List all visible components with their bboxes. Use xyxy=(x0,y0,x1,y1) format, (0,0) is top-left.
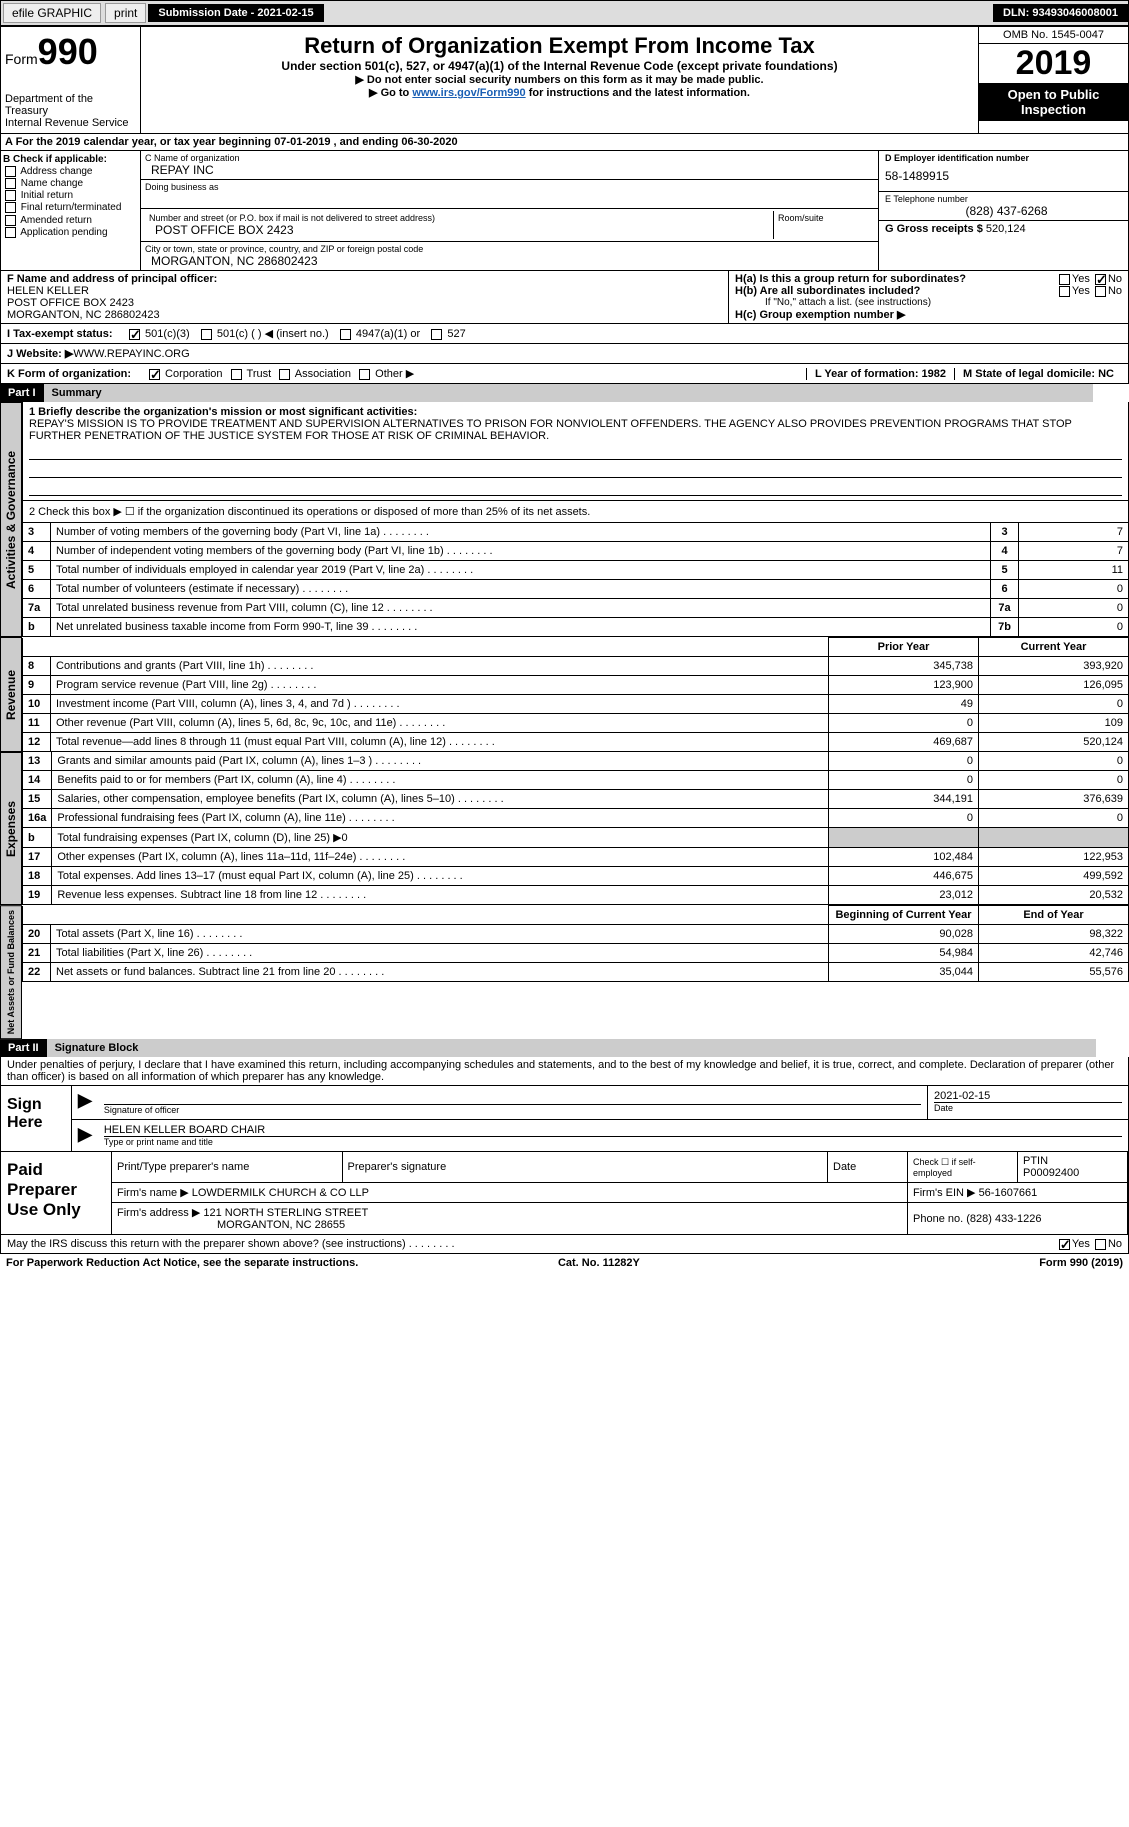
ha-no-checkbox[interactable] xyxy=(1095,274,1106,285)
row-k: K Form of organization: Corporation Trus… xyxy=(0,364,1129,384)
instruction-1: ▶ Do not enter social security numbers o… xyxy=(147,73,972,86)
declaration: Under penalties of perjury, I declare th… xyxy=(0,1057,1129,1086)
row-i: I Tax-exempt status: 501(c)(3) 501(c) ( … xyxy=(0,324,1129,344)
arrow-icon: ▶ xyxy=(72,1120,98,1151)
colb-checkbox[interactable] xyxy=(5,215,16,226)
website: WWW.REPAYINC.ORG xyxy=(73,348,189,360)
tel-label: E Telephone number xyxy=(885,194,1122,204)
form-number: 990 xyxy=(38,31,98,72)
gross-receipts: 520,124 xyxy=(986,223,1026,235)
tax-year: 2019 xyxy=(979,44,1128,83)
org-name: REPAY INC xyxy=(145,163,874,177)
k-checkbox[interactable] xyxy=(279,369,290,380)
officer-label: F Name and address of principal officer: xyxy=(7,273,722,285)
k-checkbox[interactable] xyxy=(231,369,242,380)
firm-name: LOWDERMILK CHURCH & CO LLP xyxy=(192,1187,369,1199)
officer-name: HELEN KELLER xyxy=(7,285,722,297)
entity-block: B Check if applicable: Address change Na… xyxy=(0,151,1129,271)
row-j: J Website: ▶ WWW.REPAYINC.ORG xyxy=(0,344,1129,364)
line-a: A For the 2019 calendar year, or tax yea… xyxy=(0,134,1129,151)
state-domicile: M State of legal domicile: NC xyxy=(954,368,1122,380)
addr-label: Number and street (or P.O. box if mail i… xyxy=(149,213,769,223)
tab-expenses: Expenses xyxy=(0,752,22,905)
hb-no-checkbox[interactable] xyxy=(1095,286,1106,297)
telephone: (828) 437-6268 xyxy=(885,204,1122,218)
firm-ein: 56-1607661 xyxy=(979,1187,1038,1199)
form-header: Form990 Department of the Treasury Inter… xyxy=(0,26,1129,134)
arrow-icon: ▶ xyxy=(72,1086,98,1119)
officer-addr2: MORGANTON, NC 286802423 xyxy=(7,309,722,321)
discuss-no-checkbox[interactable] xyxy=(1095,1239,1106,1250)
discuss-yes-checkbox[interactable] xyxy=(1059,1239,1070,1250)
row-f-h: F Name and address of principal officer:… xyxy=(0,271,1129,324)
part2-header: Part II Signature Block xyxy=(0,1039,1129,1057)
part1-header: Part I Summary xyxy=(0,384,1129,402)
mission-text: REPAY'S MISSION IS TO PROVIDE TREATMENT … xyxy=(29,418,1122,442)
ein-label: D Employer identification number xyxy=(885,153,1122,163)
officer-addr1: POST OFFICE BOX 2423 xyxy=(7,297,722,309)
sign-here-block: Sign Here ▶ Signature of officer 2021-02… xyxy=(0,1086,1129,1152)
omb-number: OMB No. 1545-0047 xyxy=(979,27,1128,44)
city: MORGANTON, NC 286802423 xyxy=(145,254,874,268)
ha-yes-checkbox[interactable] xyxy=(1059,274,1070,285)
i-checkbox[interactable] xyxy=(201,329,212,340)
addr: POST OFFICE BOX 2423 xyxy=(149,223,769,237)
form-word: Form xyxy=(5,51,38,67)
top-toolbar: efile GRAPHIC print Submission Date - 20… xyxy=(0,0,1129,26)
dba-label: Doing business as xyxy=(145,182,874,192)
gross-label: G Gross receipts $ xyxy=(885,223,983,235)
colb-checkbox[interactable] xyxy=(5,227,16,238)
firm-addr: 121 NORTH STERLING STREET xyxy=(203,1207,368,1219)
ein: 58-1489915 xyxy=(885,163,1122,189)
discuss-row: May the IRS discuss this return with the… xyxy=(0,1235,1129,1254)
page-footer: For Paperwork Reduction Act Notice, see … xyxy=(0,1254,1129,1272)
city-label: City or town, state or province, country… xyxy=(145,244,874,254)
form-title: Return of Organization Exempt From Incom… xyxy=(147,33,972,59)
colb-checkbox[interactable] xyxy=(5,202,16,213)
org-name-label: C Name of organization xyxy=(145,153,874,163)
i-checkbox[interactable] xyxy=(129,329,140,340)
tab-activities: Activities & Governance xyxy=(0,402,22,637)
dln-label: DLN: 93493046008001 xyxy=(993,4,1128,22)
i-checkbox[interactable] xyxy=(340,329,351,340)
form-subtitle: Under section 501(c), 527, or 4947(a)(1)… xyxy=(147,59,972,73)
open-to-public: Open to Public Inspection xyxy=(979,83,1128,121)
colb-checkbox[interactable] xyxy=(5,166,16,177)
year-formation: L Year of formation: 1982 xyxy=(806,368,954,380)
tab-net-assets: Net Assets or Fund Balances xyxy=(0,905,22,1039)
irs-link[interactable]: www.irs.gov/Form990 xyxy=(412,87,525,99)
submission-date: Submission Date - 2021-02-15 xyxy=(148,4,323,22)
ptin: P00092400 xyxy=(1023,1167,1079,1179)
tab-revenue: Revenue xyxy=(0,637,22,752)
hb-yes-checkbox[interactable] xyxy=(1059,286,1070,297)
dept-label: Department of the Treasury Internal Reve… xyxy=(5,93,136,129)
colb-checkbox[interactable] xyxy=(5,190,16,201)
i-checkbox[interactable] xyxy=(431,329,442,340)
k-checkbox[interactable] xyxy=(149,369,160,380)
col-b-header: B Check if applicable: xyxy=(3,154,138,165)
colb-checkbox[interactable] xyxy=(5,178,16,189)
print-button[interactable]: print xyxy=(105,3,146,23)
officer-name-title: HELEN KELLER BOARD CHAIR xyxy=(104,1124,1122,1136)
room-label: Room/suite xyxy=(778,213,870,223)
firm-phone: (828) 433-1226 xyxy=(966,1213,1041,1225)
efile-label: efile GRAPHIC xyxy=(3,3,101,23)
paid-preparer-block: Paid Preparer Use Only Print/Type prepar… xyxy=(0,1152,1129,1235)
k-checkbox[interactable] xyxy=(359,369,370,380)
